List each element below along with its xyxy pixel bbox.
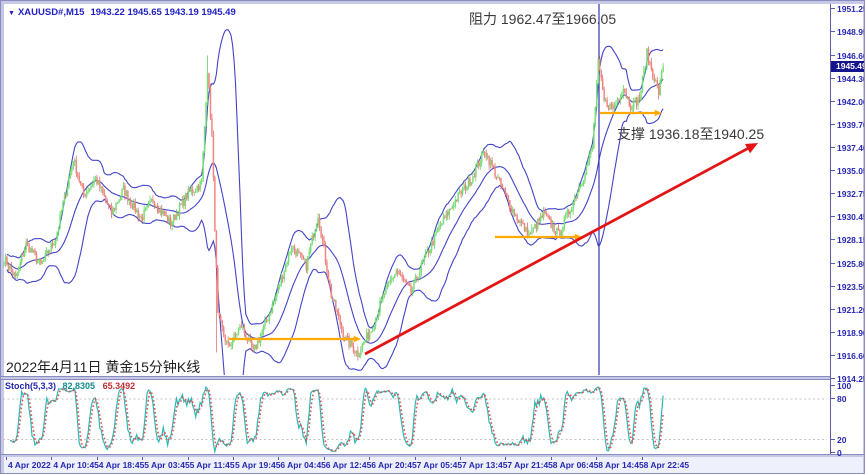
stoch-axis-tick: 100 (831, 381, 864, 391)
symbol-dropdown-icon[interactable]: ▼ (8, 10, 15, 17)
symbol-ohlc-bar: ▼ XAUUSD#,M15 1943.22 1945.65 1943.19 1945… (8, 7, 236, 18)
stoch-signal-value: 65.3492 (102, 381, 136, 391)
panel-separator[interactable] (1, 376, 864, 380)
price-chart-canvas[interactable] (1, 1, 831, 377)
price-tick: 1925.80 (831, 259, 864, 269)
price-tick: 1923.50 (831, 282, 864, 292)
price-tick: 1937.40 (831, 143, 864, 153)
stoch-canvas[interactable] (1, 379, 831, 454)
symbol-label[interactable]: XAUUSD#,M15 (17, 7, 85, 18)
price-tick: 1946.60 (831, 51, 864, 61)
price-axis[interactable]: 1945.49 1951.25 1948.95 1946.60 1944.30 1942… (830, 4, 864, 458)
stoch-name: Stoch(5,3,3) (5, 381, 57, 391)
stoch-axis-tick: 20 (831, 435, 864, 445)
stoch-main-value: 82.8305 (62, 381, 96, 391)
price-tick: 1942.00 (831, 97, 864, 107)
resistance-annotation[interactable]: 阻力 1962.47至1966.05 (469, 11, 617, 27)
price-tick: 1939.70 (831, 120, 864, 130)
price-tick: 1930.45 (831, 212, 864, 222)
price-tick: 1928.15 (831, 235, 864, 245)
stoch-indicator-label: Stoch(5,3,3) 82.8305 65.3492 (5, 381, 135, 391)
stoch-axis-tick: 0 (831, 448, 864, 458)
price-tick: 1921.20 (831, 305, 864, 315)
ohlc-values: 1943.22 1945.65 1943.19 1945.49 (90, 7, 236, 18)
price-tick: 1932.75 (831, 189, 864, 199)
stoch-axis-tick: 80 (831, 394, 864, 404)
price-tick: 1951.25 (831, 4, 864, 14)
price-tick: 1916.60 (831, 351, 864, 361)
date-annotation[interactable]: 2022年4月11日 黄金15分钟K线 (6, 359, 201, 375)
time-axis[interactable]: 4 Apr 2022 4 Apr 10:45 4 Apr 18:45 5 Apr 03… (4, 457, 863, 473)
price-tick: 1918.90 (831, 328, 864, 338)
price-tick: 1944.30 (831, 74, 864, 84)
price-tick: 1935.05 (831, 166, 864, 176)
support-annotation[interactable]: 支撑 1936.18至1940.25 (617, 126, 765, 142)
price-tick: 1914.25 (831, 374, 864, 384)
time-axis-separator (1, 454, 864, 457)
price-tick: 1948.95 (831, 27, 864, 37)
current-price-badge: 1945.49 (831, 61, 864, 73)
